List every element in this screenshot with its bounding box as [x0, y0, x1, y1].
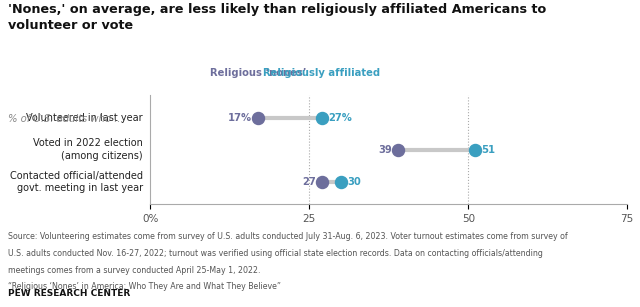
Text: Religiously affiliated: Religiously affiliated — [264, 68, 381, 78]
Point — [317, 179, 327, 184]
Point — [470, 147, 480, 152]
Text: Source: Volunteering estimates come from survey of U.S. adults conducted July 31: Source: Volunteering estimates come from… — [8, 232, 568, 241]
Text: 39: 39 — [378, 145, 392, 155]
Point — [253, 115, 264, 120]
Text: meetings comes from a survey conducted April 25-May 1, 2022.: meetings comes from a survey conducted A… — [8, 266, 260, 274]
Text: 30: 30 — [348, 177, 361, 187]
Text: 17%: 17% — [228, 113, 252, 122]
Text: 27: 27 — [302, 177, 316, 187]
Text: 27%: 27% — [328, 113, 352, 122]
Text: Religious ‘nones’: Religious ‘nones’ — [210, 68, 307, 78]
Text: Voted in 2022 election
(among citizens): Voted in 2022 election (among citizens) — [33, 138, 143, 161]
Text: U.S. adults conducted Nov. 16-27, 2022; turnout was verified using official stat: U.S. adults conducted Nov. 16-27, 2022; … — [8, 249, 543, 258]
Text: % of U.S. adults who ...: % of U.S. adults who ... — [8, 114, 123, 124]
Text: 'Nones,' on average, are less likely than religiously affiliated Americans to
vo: 'Nones,' on average, are less likely tha… — [8, 3, 546, 32]
Text: 51: 51 — [481, 145, 495, 155]
Text: Volunteered in last year: Volunteered in last year — [26, 113, 143, 122]
Point — [336, 179, 346, 184]
Text: PEW RESEARCH CENTER: PEW RESEARCH CENTER — [8, 289, 130, 298]
Text: “Religious ‘Nones’ in America: Who They Are and What They Believe”: “Religious ‘Nones’ in America: Who They … — [8, 282, 281, 291]
Point — [393, 147, 403, 152]
Point — [317, 115, 327, 120]
Text: Contacted official/attended
govt. meeting in last year: Contacted official/attended govt. meetin… — [10, 170, 143, 193]
